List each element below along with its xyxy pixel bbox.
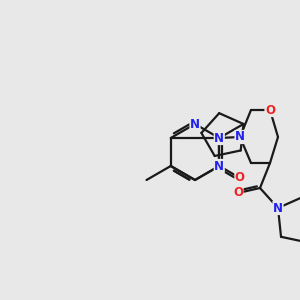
- Text: N: N: [235, 130, 245, 143]
- Text: N: N: [214, 160, 224, 172]
- Text: O: O: [265, 103, 275, 116]
- Text: N: N: [214, 131, 224, 145]
- Text: O: O: [233, 187, 243, 200]
- Text: N: N: [190, 118, 200, 130]
- Text: O: O: [235, 171, 245, 184]
- Text: N: N: [273, 202, 283, 214]
